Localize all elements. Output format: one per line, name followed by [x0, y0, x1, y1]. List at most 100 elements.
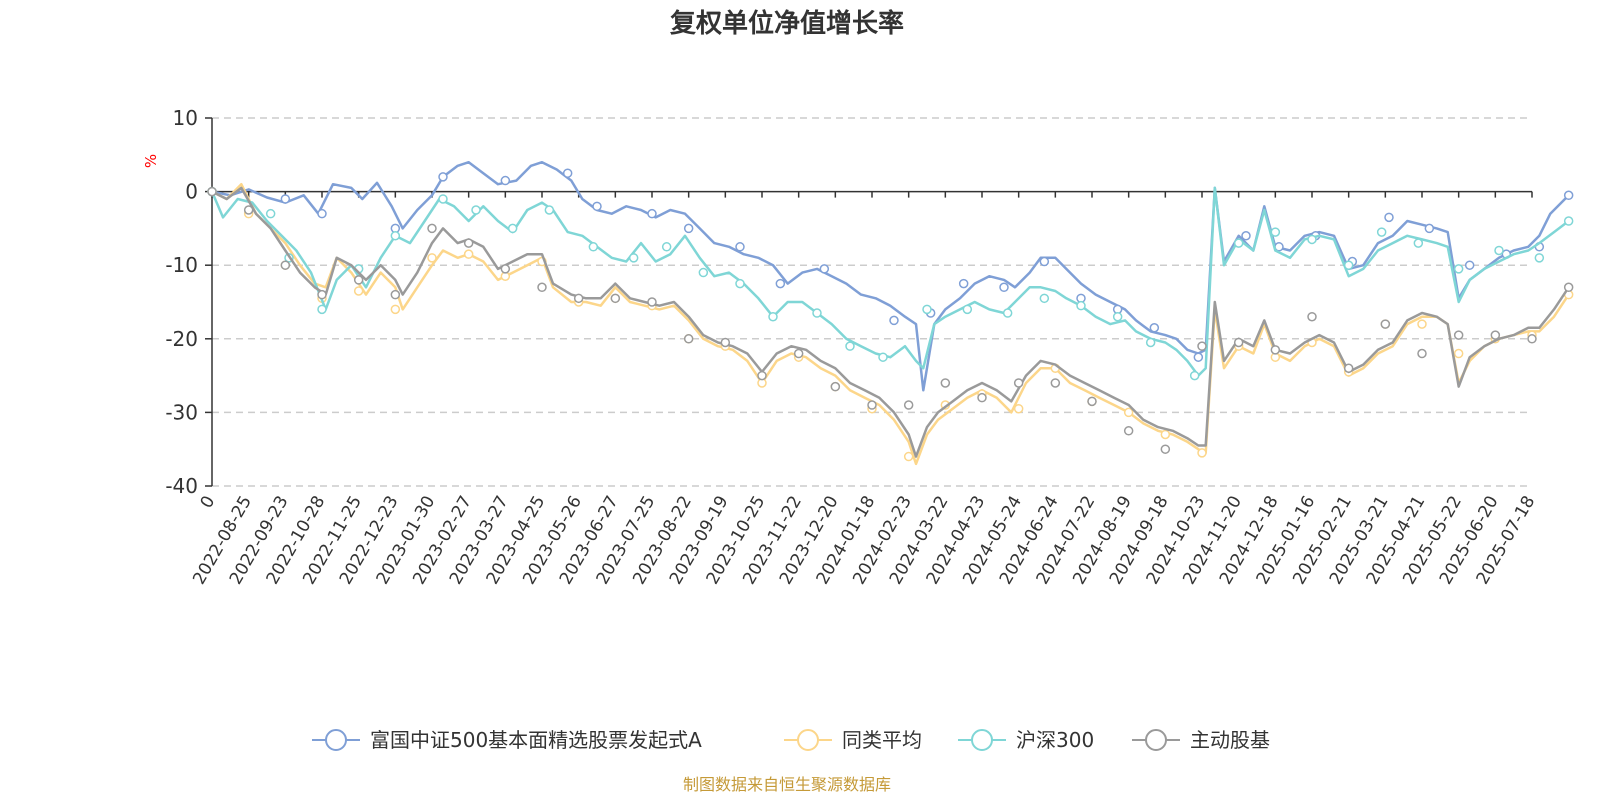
series-point: [1197, 448, 1207, 458]
series-point: [1189, 370, 1200, 381]
series-point: [438, 194, 448, 204]
series-point: [1050, 378, 1061, 388]
series-point: [1494, 245, 1504, 256]
series-point: [207, 186, 217, 197]
legend-label[interactable]: 同类平均: [842, 728, 922, 752]
series-point: [1534, 253, 1545, 263]
series-point: [592, 201, 602, 212]
series-point: [1307, 234, 1317, 245]
series-point: [1343, 260, 1354, 270]
y-axis: 10 0 -10 -20 -30 -40: [165, 106, 213, 498]
series-point: [353, 286, 364, 296]
series-point: [1417, 319, 1427, 329]
series-point: [1424, 223, 1435, 234]
legend-label[interactable]: 沪深300: [1016, 728, 1094, 752]
series-point: [999, 282, 1009, 293]
series-point: [958, 278, 969, 289]
series-point: [867, 400, 877, 410]
series-point: [735, 278, 745, 289]
series-point: [1453, 330, 1464, 340]
series-point: [977, 392, 987, 403]
series-point: [1233, 337, 1244, 348]
series-line: [211, 160, 1570, 392]
y-axis-unit: %: [142, 154, 160, 168]
series-point: [507, 223, 518, 234]
series-point: [1384, 212, 1394, 223]
series-point: [573, 293, 584, 304]
series-point: [500, 175, 511, 186]
series-point: [500, 264, 511, 274]
series-point: [1160, 429, 1171, 440]
series-point: [1343, 363, 1354, 373]
series-point: [1160, 444, 1171, 454]
series-point: [1233, 238, 1244, 248]
series-point: [757, 370, 767, 381]
series-point: [280, 260, 291, 270]
series-point: [1112, 311, 1123, 322]
series-point: [353, 275, 364, 285]
series-point: [562, 168, 573, 178]
legend-marker[interactable]: [971, 729, 993, 751]
series-point: [1453, 348, 1464, 359]
y-tick-label: 10: [173, 106, 198, 130]
series-point: [628, 253, 639, 263]
data-source-note: 制图数据来自恒生聚源数据库: [683, 775, 891, 794]
series-line: [211, 186, 1570, 458]
series-point: [698, 267, 709, 278]
series-point: [1123, 426, 1134, 436]
series-point: [390, 304, 401, 315]
series-point: [438, 172, 448, 182]
series-point: [1417, 348, 1427, 359]
legend-label[interactable]: 主动股基: [1190, 728, 1270, 752]
chart-title: 复权单位净值增长率: [670, 8, 904, 39]
series-point: [940, 378, 951, 388]
legend-label[interactable]: 富国中证500基本面精选股票发起式A: [370, 728, 702, 752]
series-point: [588, 242, 599, 252]
series-point: [1270, 345, 1281, 355]
series-point: [1376, 227, 1387, 237]
series-point: [1270, 227, 1281, 237]
series-point: [317, 304, 327, 315]
legend-marker[interactable]: [797, 729, 819, 751]
series-point: [683, 223, 694, 234]
series-point: [793, 348, 804, 359]
series-point: [768, 311, 778, 322]
series-point: [735, 242, 745, 252]
series-point: [1563, 216, 1574, 226]
y-tick-label: -10: [165, 253, 198, 277]
series-point: [1145, 337, 1156, 348]
series-point: [1490, 330, 1501, 340]
series-point: [962, 304, 973, 315]
series-point: [647, 297, 657, 307]
series-point: [1464, 260, 1475, 270]
series-point: [903, 400, 914, 410]
series-point: [830, 381, 841, 392]
legend-marker[interactable]: [1145, 729, 1167, 751]
series-point: [280, 194, 291, 204]
series-point: [720, 337, 731, 348]
series-point: [819, 264, 830, 274]
series-point: [1413, 238, 1424, 248]
series-point: [1307, 311, 1317, 322]
series-point: [661, 242, 672, 252]
series-point: [903, 451, 914, 462]
y-tick-label: -30: [165, 400, 198, 424]
series-line: [210, 186, 1570, 377]
series-point: [610, 293, 621, 304]
series-point: [1013, 378, 1024, 388]
legend: 富国中证500基本面精选股票发起式A 同类平均 沪深300 主动股基: [312, 728, 1270, 752]
series-point: [427, 223, 437, 234]
series-point: [1197, 341, 1207, 351]
legend-marker[interactable]: [325, 729, 347, 751]
series-point: [1123, 407, 1134, 418]
series-point: [1076, 300, 1086, 311]
series-point: [463, 249, 474, 259]
series-point: [775, 278, 786, 289]
series-point: [243, 205, 254, 215]
series-point: [1149, 323, 1160, 333]
series-point: [922, 304, 932, 315]
series-point: [1380, 319, 1391, 329]
series-point: [537, 282, 547, 293]
series-point: [647, 208, 657, 219]
